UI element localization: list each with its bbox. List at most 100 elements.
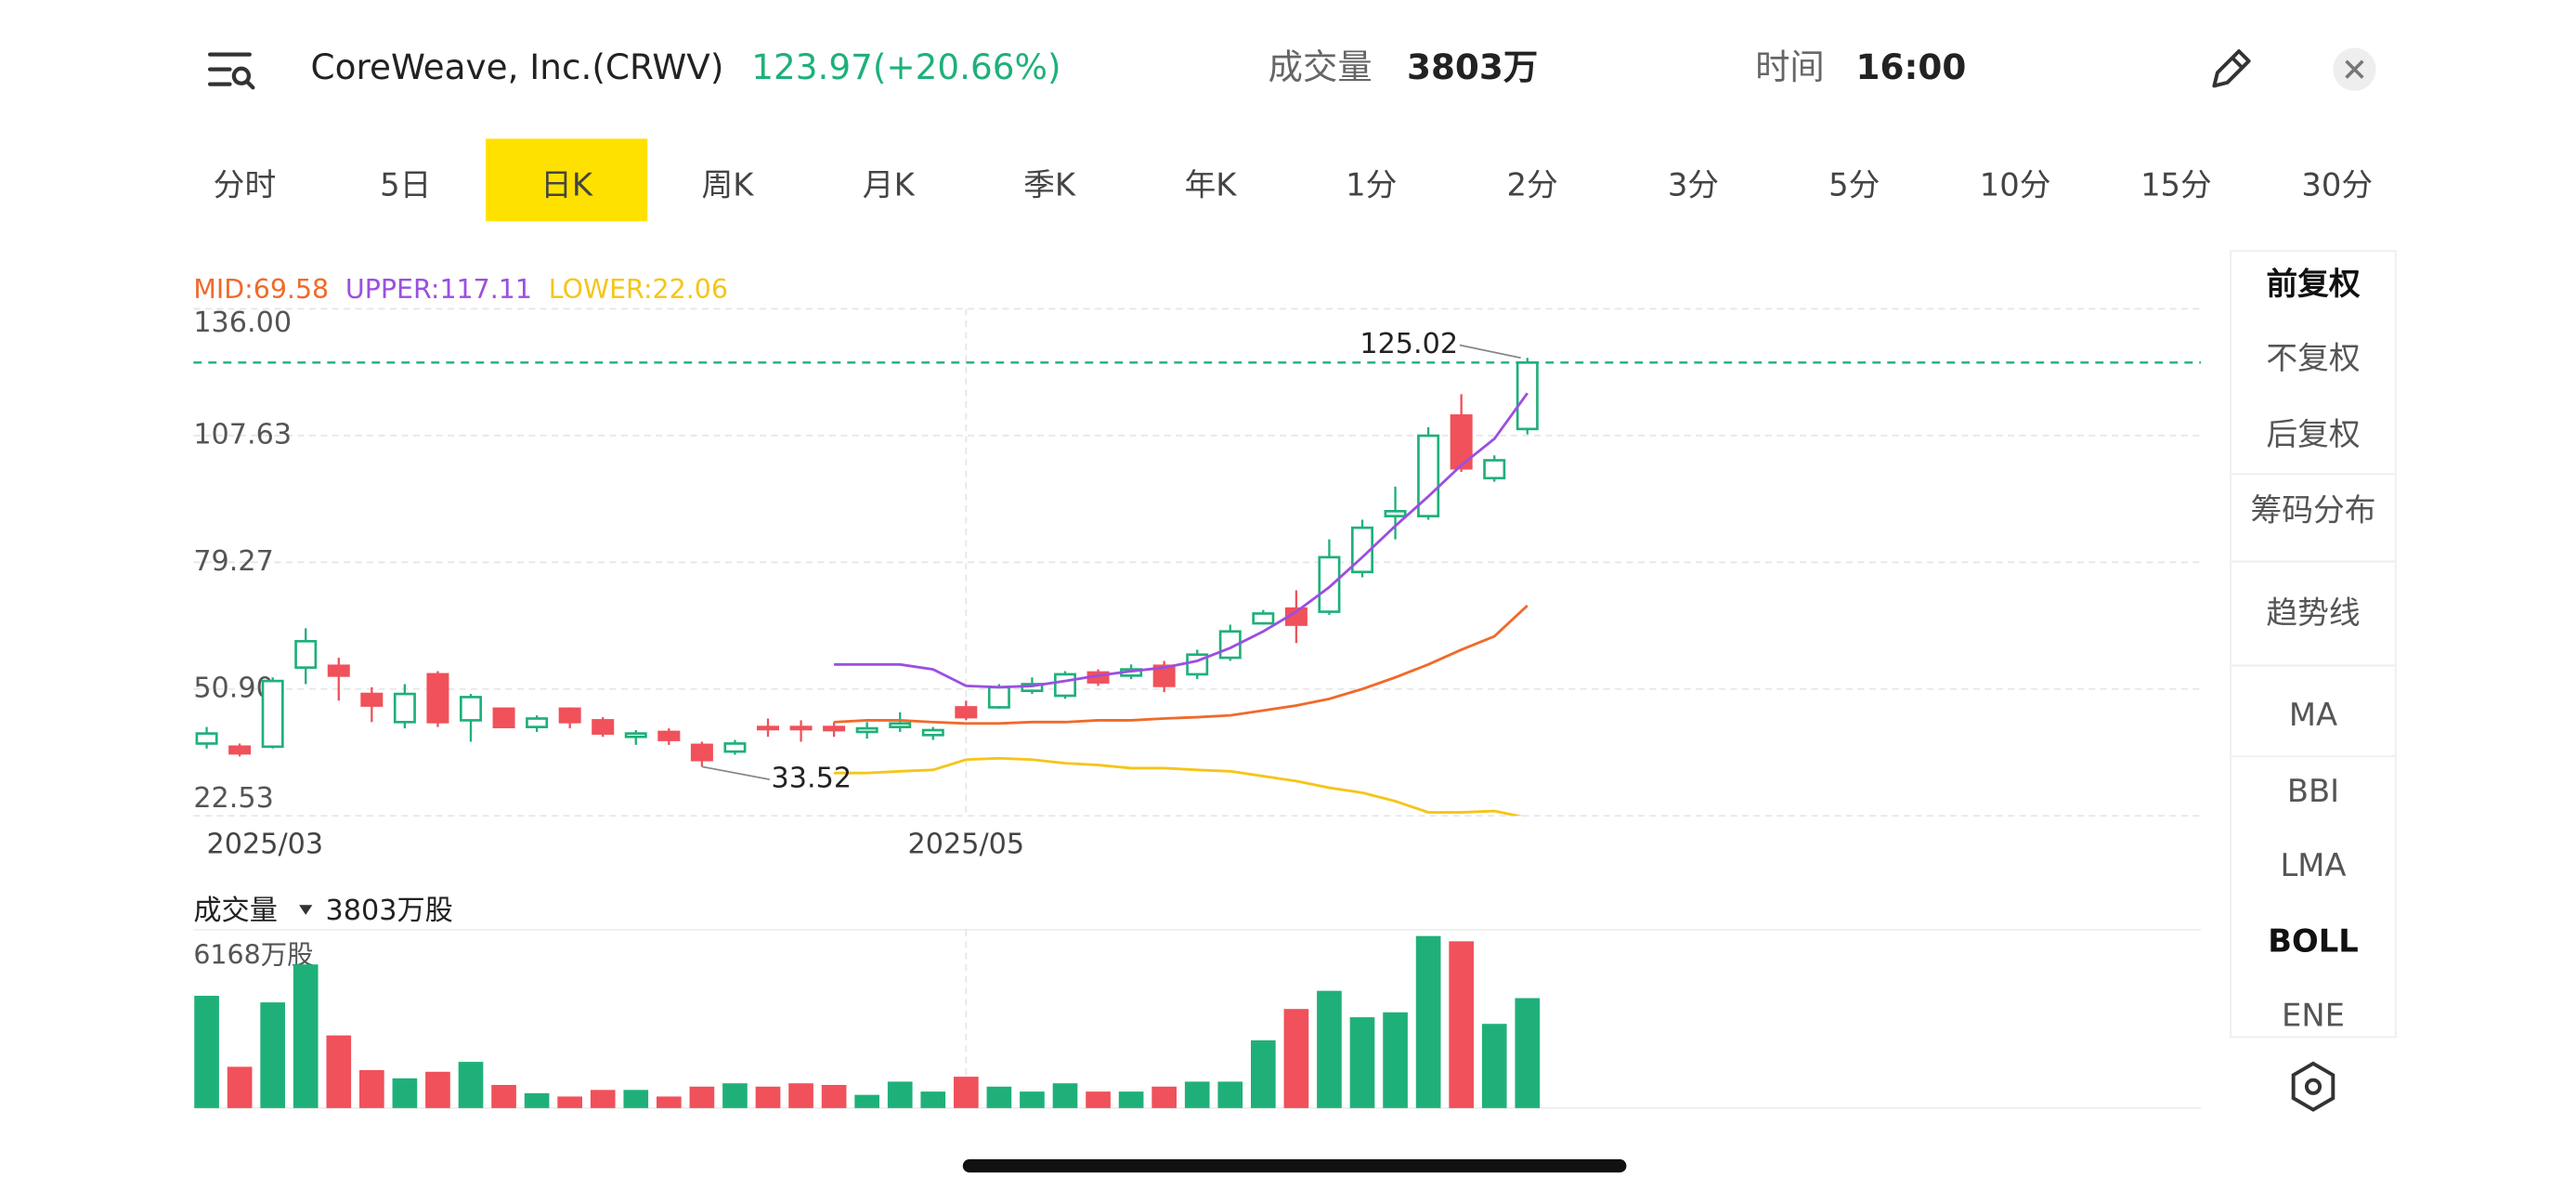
- candle-body: [294, 639, 318, 670]
- tab[interactable]: 5分: [1828, 166, 1880, 203]
- volume-bar: [821, 1084, 847, 1108]
- candle-body: [327, 664, 350, 677]
- tab-active-bg: [486, 138, 648, 222]
- volume-bar: [1151, 1086, 1177, 1108]
- candle-body: [823, 725, 846, 732]
- tab[interactable]: 周K: [701, 166, 754, 203]
- side-menu-item[interactable]: MA: [2289, 697, 2337, 733]
- side-menu-item[interactable]: 不复权: [2266, 340, 2360, 376]
- legend-entry: MID:69.58: [193, 274, 329, 305]
- max-label: 125.02: [1360, 328, 1458, 360]
- candle-body: [889, 722, 912, 728]
- candle-body: [789, 725, 813, 731]
- y-tick-label: 79.27: [193, 545, 274, 578]
- side-menu-item[interactable]: BBI: [2287, 773, 2339, 809]
- candle-body: [657, 730, 681, 741]
- close-button[interactable]: [2333, 47, 2376, 91]
- tab[interactable]: 年K: [1184, 166, 1237, 203]
- x-tick-label: 2025/05: [908, 829, 1025, 861]
- min-leader: [701, 765, 770, 780]
- candle-body: [1152, 664, 1176, 687]
- min-label: 33.52: [772, 763, 852, 795]
- volume-label: 成交量: [1268, 46, 1373, 87]
- y-tick-label: 107.63: [193, 418, 292, 451]
- volume-bar: [1317, 990, 1342, 1108]
- volume-bar: [920, 1091, 946, 1108]
- candle-body: [757, 725, 779, 731]
- volume-bar: [227, 1066, 253, 1108]
- tab[interactable]: 10分: [1980, 166, 2051, 203]
- side-menu-item[interactable]: LMA: [2280, 847, 2346, 883]
- volume-bar: [326, 1035, 352, 1108]
- candle-body: [261, 679, 284, 749]
- candle-body: [624, 732, 647, 738]
- candle-body: [1252, 612, 1275, 625]
- legend-entry: UPPER:117.11: [345, 274, 532, 305]
- candle-body: [1450, 414, 1473, 470]
- volume-bar: [458, 1062, 484, 1108]
- candle-body: [690, 743, 713, 762]
- volume-bar: [425, 1071, 450, 1108]
- boll-line: [834, 604, 1529, 725]
- volume-bar: [1020, 1091, 1045, 1108]
- volume-bar: [1349, 1017, 1375, 1108]
- boll-line: [834, 756, 1524, 817]
- stock-name: CoreWeave, Inc.(CRWV): [311, 46, 724, 87]
- candle-body: [360, 692, 384, 707]
- tab[interactable]: 3分: [1668, 166, 1719, 203]
- candle-body: [921, 728, 944, 737]
- volume-bar: [722, 1083, 748, 1108]
- settings-icon[interactable]: [2291, 1061, 2335, 1112]
- tab[interactable]: 2分: [1506, 166, 1557, 203]
- menu-icon[interactable]: [207, 52, 255, 90]
- volume-bar: [590, 1090, 616, 1108]
- candle-body: [592, 719, 615, 735]
- volume-bar: [954, 1077, 979, 1108]
- price: 123.97(+20.66%): [751, 46, 1060, 87]
- volume-bar: [524, 1092, 550, 1108]
- tab[interactable]: 季K: [1023, 166, 1076, 203]
- candle-body: [855, 726, 878, 734]
- candle-body: [1516, 360, 1539, 431]
- volume-bar: [491, 1084, 516, 1108]
- tab[interactable]: 月K: [863, 166, 916, 203]
- candle-body: [228, 745, 252, 755]
- tab[interactable]: 5日: [380, 166, 431, 203]
- candle-body: [558, 707, 581, 724]
- tab[interactable]: 日K: [540, 166, 593, 203]
- y-tick-label: 136.00: [193, 307, 292, 339]
- volume-bar: [689, 1086, 715, 1108]
- side-menu-item[interactable]: 趋势线: [2266, 594, 2360, 631]
- tab[interactable]: 30分: [2301, 166, 2373, 203]
- candle-body: [955, 706, 978, 719]
- volume-bar: [1383, 1012, 1408, 1108]
- side-menu-item[interactable]: 前复权: [2266, 266, 2361, 302]
- edit-icon[interactable]: [2212, 49, 2251, 88]
- y-tick-label: 22.53: [193, 782, 274, 815]
- tab[interactable]: 15分: [2140, 166, 2212, 203]
- volume-dropdown[interactable]: [299, 905, 313, 915]
- volume-bar: [1415, 935, 1441, 1108]
- candle-body: [1384, 509, 1407, 517]
- boll-line: [834, 392, 1529, 689]
- volume-bar: [755, 1086, 781, 1108]
- volume-bar: [1515, 998, 1541, 1108]
- side-menu-item[interactable]: BOLL: [2268, 923, 2358, 960]
- tab[interactable]: 分时: [214, 166, 277, 203]
- max-leader: [1459, 344, 1521, 359]
- side-menu-item[interactable]: 筹码分布: [2250, 492, 2375, 529]
- candle-body: [1417, 434, 1440, 517]
- volume-value: 3803万: [1407, 46, 1538, 87]
- candle-body: [1318, 555, 1341, 613]
- tab[interactable]: 1分: [1346, 166, 1397, 203]
- volume-bar: [1217, 1081, 1243, 1108]
- side-menu-item[interactable]: ENE: [2282, 998, 2345, 1034]
- candle-body: [459, 696, 482, 722]
- volume-bar: [657, 1096, 682, 1108]
- volume-bar: [1481, 1024, 1507, 1108]
- volume-bar: [623, 1090, 649, 1108]
- volume-bar: [359, 1070, 384, 1108]
- side-menu-item[interactable]: 后复权: [2266, 416, 2360, 452]
- candle-body: [526, 717, 549, 728]
